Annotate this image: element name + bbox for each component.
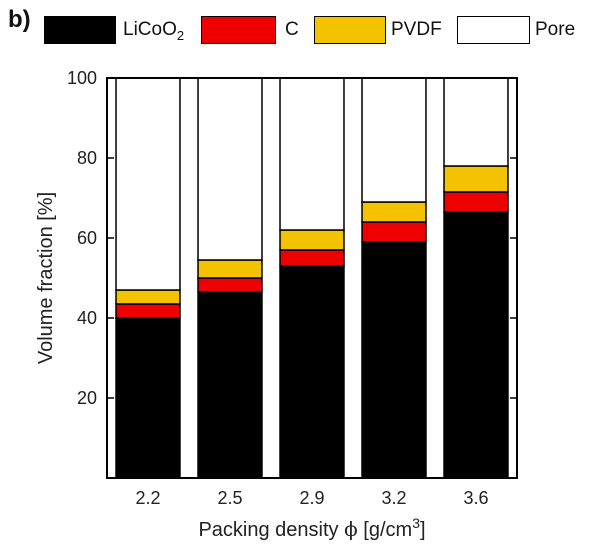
bar-segment-pvdf-2-5 bbox=[197, 259, 263, 279]
bar-segment-licoo2-2-5 bbox=[197, 291, 263, 479]
bar-segment-pvdf-2-2 bbox=[115, 289, 181, 305]
y-tick-label: 100 bbox=[67, 68, 97, 88]
x-tick-label: 2.2 bbox=[135, 488, 160, 508]
x-tick-label: 3.6 bbox=[463, 488, 488, 508]
x-tick-labels: 2.2 2.5 2.9 3.2 3.6 bbox=[135, 488, 488, 508]
y-tick-label: 80 bbox=[77, 148, 97, 168]
legend-swatch-c bbox=[201, 16, 276, 44]
bar-segment-pore-2-2 bbox=[115, 77, 181, 291]
bar-segment-licoo2-3-2 bbox=[361, 241, 427, 479]
bar-segment-pore-3-6 bbox=[443, 77, 509, 167]
legend-label-pore: Pore bbox=[535, 19, 576, 40]
bar-segment-pvdf-2-9 bbox=[279, 229, 345, 251]
legend-label-licoo2: LiCoO2 bbox=[123, 19, 185, 43]
bar-segment-licoo2-2-2 bbox=[115, 317, 181, 479]
bar-segment-pore-2-9 bbox=[279, 77, 345, 231]
panel-label: b) bbox=[8, 6, 31, 33]
x-tick-label: 3.2 bbox=[381, 488, 406, 508]
x-tick-label: 2.9 bbox=[299, 488, 324, 508]
bar-segment-c-2-9 bbox=[279, 249, 345, 267]
bar-segment-c-3-6 bbox=[443, 191, 509, 213]
bar-segment-c-2-5 bbox=[197, 277, 263, 293]
x-axis-label: Packing density ϕ [g/cm3] bbox=[198, 515, 425, 541]
plot-frame bbox=[106, 77, 518, 479]
bar-segment-pore-3-2 bbox=[361, 77, 427, 203]
bar-segment-pore-2-5 bbox=[197, 77, 263, 261]
y-tick-label: 20 bbox=[77, 388, 97, 408]
legend-swatch-licoo2 bbox=[44, 16, 116, 44]
legend-label-pvdf: PVDF bbox=[391, 19, 442, 40]
y-axis-label: Volume fraction [%] bbox=[35, 192, 57, 364]
bar-segment-c-2-2 bbox=[115, 303, 181, 319]
legend-label-c: C bbox=[285, 19, 299, 40]
y-ticks-layer: 20 40 60 80 100 bbox=[67, 68, 517, 408]
y-tick-label: 40 bbox=[77, 308, 97, 328]
bar-segment-pvdf-3-6 bbox=[443, 165, 509, 193]
bar-segment-c-3-2 bbox=[361, 221, 427, 243]
y-tick-label: 60 bbox=[77, 228, 97, 248]
bar-segment-licoo2-3-6 bbox=[443, 211, 509, 479]
bar-segment-pvdf-3-2 bbox=[361, 201, 427, 223]
bars-layer bbox=[115, 77, 509, 479]
x-tick-label: 2.5 bbox=[217, 488, 242, 508]
bar-segment-licoo2-2-9 bbox=[279, 265, 345, 479]
legend-swatch-pvdf bbox=[314, 16, 386, 44]
legend-swatch-pore bbox=[457, 16, 530, 44]
